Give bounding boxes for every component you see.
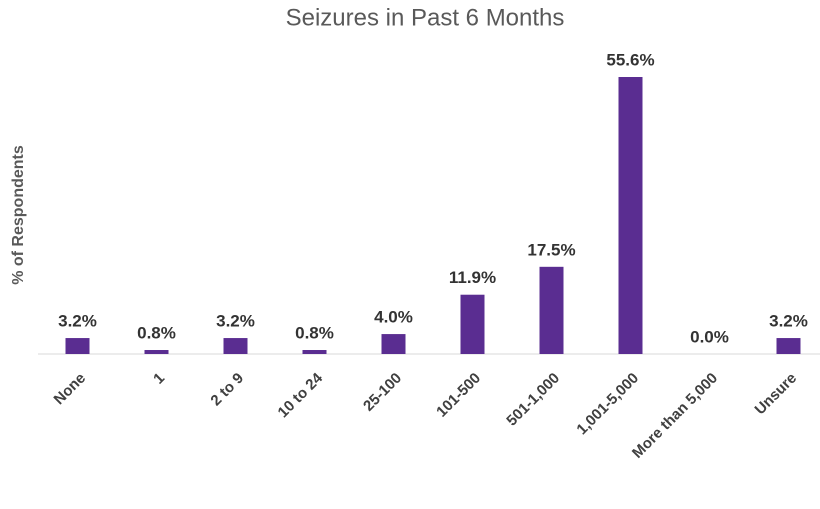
bar	[460, 294, 485, 354]
value-label: 3.2%	[769, 312, 808, 331]
y-axis-label: % of Respondents	[10, 145, 27, 285]
bar	[144, 350, 169, 354]
x-tick-label: Unsure	[752, 370, 801, 419]
value-label: 0.0%	[690, 327, 729, 346]
x-tick-label: None	[51, 370, 90, 409]
value-label: 3.2%	[58, 312, 97, 331]
bar	[223, 338, 248, 354]
bar	[618, 77, 643, 354]
chart-title: Seizures in Past 6 Months	[286, 4, 565, 31]
x-tick-label: 1	[150, 370, 168, 388]
bar	[381, 334, 406, 354]
bar	[776, 338, 801, 354]
bar	[302, 350, 327, 354]
value-label: 11.9%	[449, 268, 496, 287]
x-tick-label: 2 to 9	[207, 370, 247, 410]
bar	[65, 338, 90, 354]
x-tick-label: 10 to 24	[275, 369, 327, 421]
value-label: 3.2%	[216, 312, 255, 331]
x-tick-label: 25-100	[360, 370, 405, 415]
bar	[539, 266, 564, 354]
x-tick-label: 501-1,000	[503, 370, 563, 430]
value-label: 55.6%	[606, 50, 654, 69]
x-tick-label: 1,001-5,000	[573, 370, 642, 439]
value-label: 0.8%	[295, 323, 334, 342]
x-tick-label: More than 5,000	[629, 370, 721, 462]
value-label: 4.0%	[374, 308, 413, 327]
x-tick-label: 101-500	[433, 370, 484, 421]
value-label: 17.5%	[527, 240, 575, 259]
value-label: 0.8%	[137, 323, 176, 342]
